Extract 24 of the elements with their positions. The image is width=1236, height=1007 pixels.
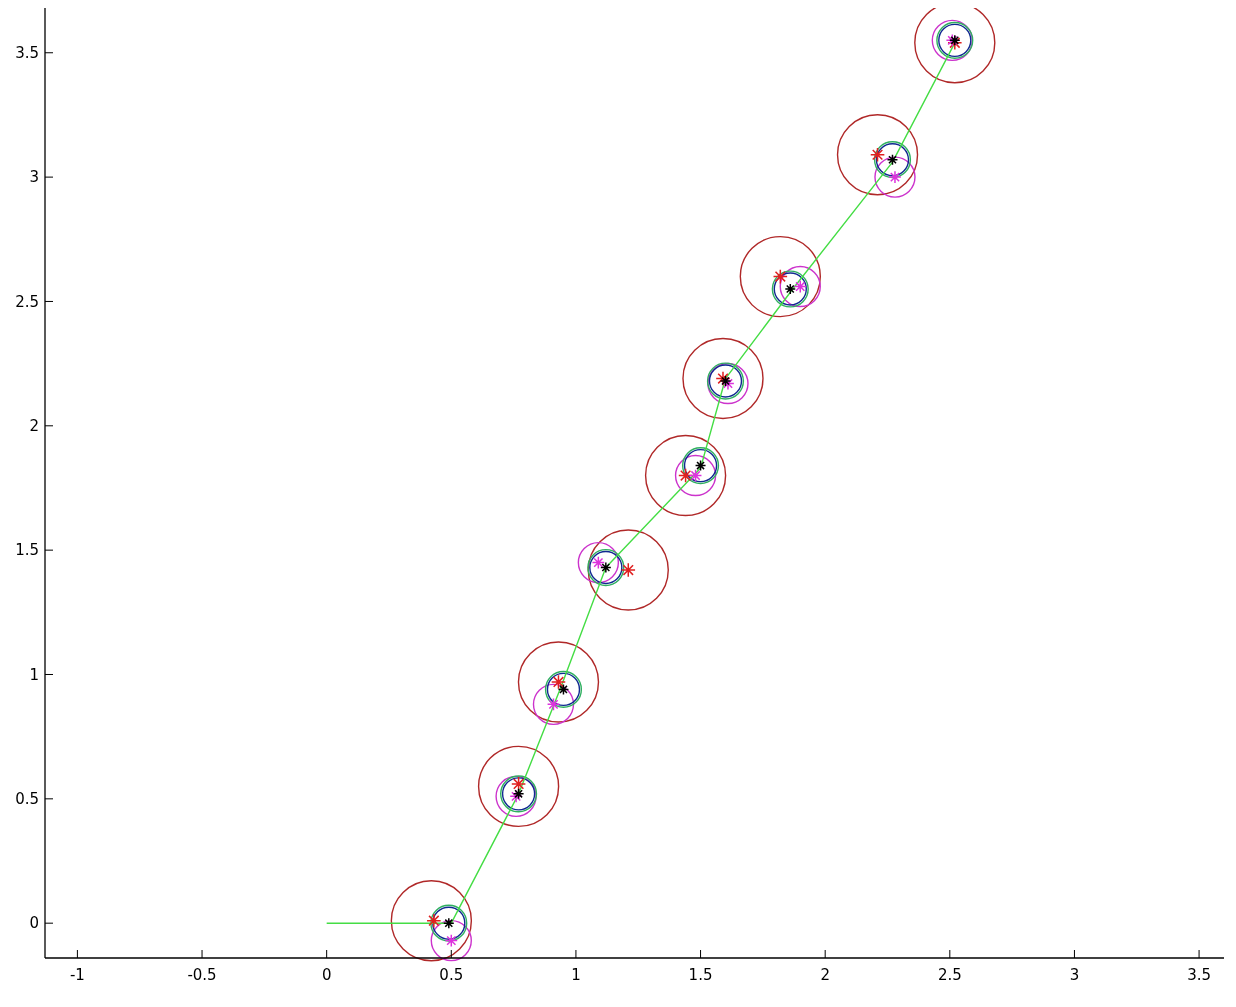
y-tick-label: 2.5 bbox=[15, 292, 39, 311]
x-tick-label: 3.5 bbox=[1187, 966, 1211, 984]
point bbox=[511, 776, 527, 792]
y-tick-label: 2 bbox=[29, 417, 39, 436]
y-tick-label: 0.5 bbox=[15, 790, 39, 809]
point bbox=[869, 147, 886, 163]
point bbox=[772, 269, 788, 285]
x-tick-label: 0 bbox=[321, 966, 332, 984]
x-tick-label: -0.5 bbox=[187, 966, 217, 984]
y-tick-label: 3.5 bbox=[15, 44, 39, 63]
x-tick-label: 3 bbox=[1069, 966, 1080, 984]
point bbox=[620, 562, 636, 578]
x-tick-label: 0.5 bbox=[439, 966, 464, 984]
y-tick-label: 1 bbox=[29, 665, 39, 684]
x-tick-label: 2.5 bbox=[937, 966, 962, 984]
y-tick-label: 3 bbox=[29, 168, 39, 187]
x-tick-label: 2 bbox=[820, 966, 830, 984]
y-tick-label: 0 bbox=[29, 914, 39, 933]
y-tick-label: 1.5 bbox=[15, 541, 39, 560]
x-tick-label: 1.5 bbox=[688, 966, 713, 984]
point bbox=[678, 467, 694, 484]
x-tick-label: -1 bbox=[69, 966, 85, 984]
x-tick-label: 1 bbox=[571, 966, 581, 984]
point bbox=[426, 913, 442, 929]
